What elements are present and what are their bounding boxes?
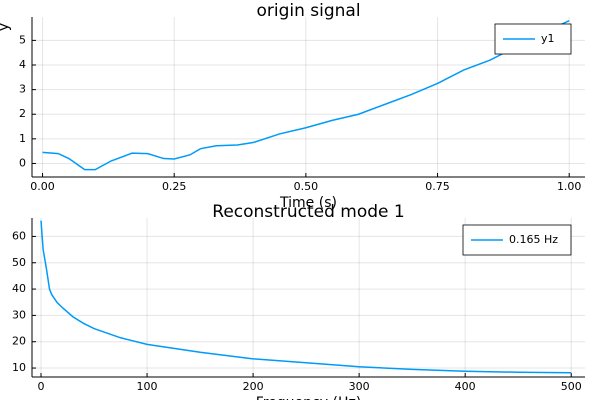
y-tick-label: 10 [12,361,26,374]
y-tick-label: 1 [19,132,26,145]
x-tick-label: 0.50 [294,180,319,193]
y-tick-label: 0 [19,156,26,169]
line-series [40,220,572,374]
x-tick-label: 1.00 [557,180,582,193]
y-tick-label: 20 [12,335,26,348]
x-tick-label: 300 [349,380,370,393]
x-axis-label: Time (s) [279,195,337,211]
x-tick-label: 100 [137,380,158,393]
x-tick-label: 200 [243,380,264,393]
y-tick-label: 4 [19,58,26,71]
x-tick-label: 0.25 [162,180,187,193]
x-tick-label: 0.00 [30,180,55,193]
x-axis-label: Frequency (Hz) [256,395,362,400]
x-tick-label: 400 [455,380,476,393]
x-tick-label: 500 [561,380,582,393]
x-tick-label: 0 [38,380,45,393]
chart-title: Reconstructed mode 1 [212,202,404,222]
line-series [42,20,570,171]
y-axis-label: y [0,23,12,31]
chart-title: origin signal [256,1,360,21]
y-tick-label: 5 [19,33,26,46]
x-tick-label: 0.75 [425,180,450,193]
y-tick-label: 60 [12,229,26,242]
y-tick-label: 50 [12,256,26,269]
y-tick-label: 30 [12,308,26,321]
y-tick-label: 3 [19,83,26,96]
legend-label: 0.165 Hz [509,233,558,246]
y-tick-label: 40 [12,282,26,295]
y-tick-label: 2 [19,107,26,120]
legend-label: y1 [541,32,555,45]
